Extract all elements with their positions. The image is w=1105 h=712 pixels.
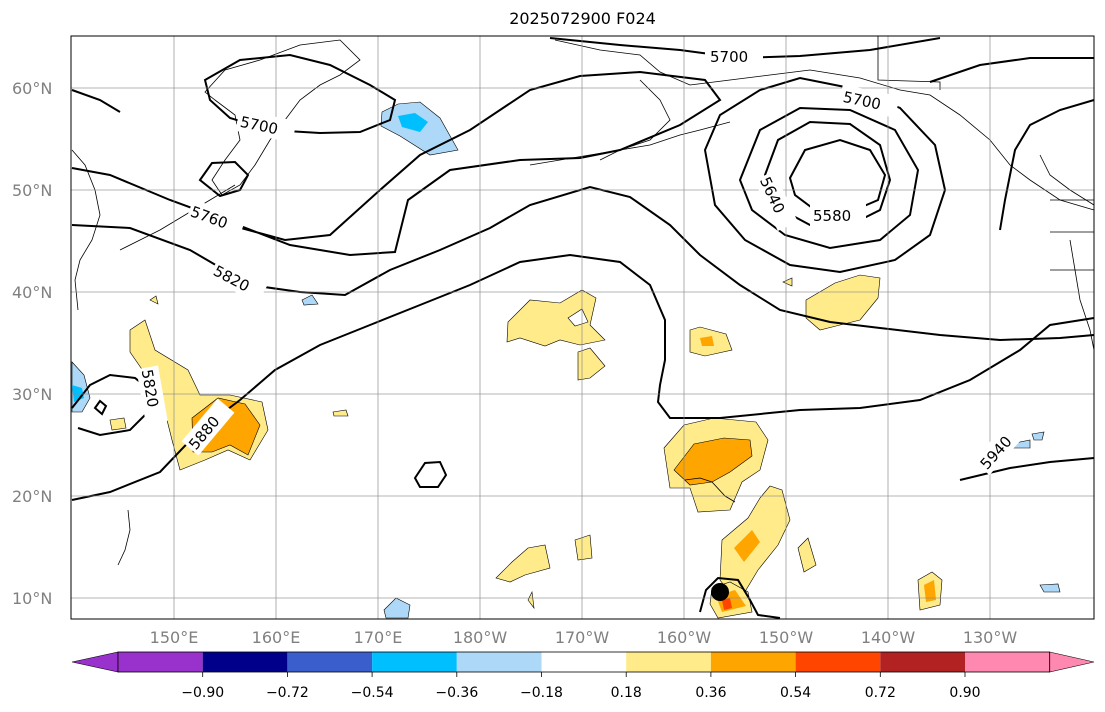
shade-yellow-tiny-2 bbox=[332, 409, 349, 417]
contour-5880 bbox=[71, 253, 1095, 501]
contour-5820 bbox=[71, 185, 1095, 342]
coast-bering bbox=[599, 79, 671, 161]
colorbar: −0.90 −0.72 −0.54 −0.36 −0.18 0.18 0.36 … bbox=[71, 651, 1095, 701]
contour-left-edge bbox=[71, 89, 121, 113]
coast-bc bbox=[1039, 154, 1095, 206]
coast-us-border bbox=[1050, 199, 1094, 271]
lon-label-150w: 150°W bbox=[759, 628, 814, 647]
lat-label-40n: 40°N bbox=[12, 283, 52, 302]
colorbar-segment-2 bbox=[202, 652, 288, 672]
shade-yellow-tiny-4 bbox=[782, 277, 793, 287]
coast-hawaii bbox=[684, 477, 736, 503]
shade-orange-south-chain bbox=[734, 530, 760, 562]
lon-label-160w: 160°W bbox=[657, 628, 712, 647]
shade-yellow-central-north bbox=[506, 289, 606, 347]
coast-alaska-border bbox=[877, 36, 941, 90]
lon-label-170w: 170°W bbox=[555, 628, 610, 647]
colorbar-segment-10 bbox=[880, 652, 965, 672]
contour-5760-right bbox=[929, 57, 1094, 83]
lat-label-20n: 20°N bbox=[12, 487, 52, 506]
shade-cyan-aleutian-west bbox=[398, 113, 428, 132]
shade-blue-south-c bbox=[1031, 431, 1045, 441]
colorbar-segment-6 bbox=[541, 652, 627, 672]
contour-closed-small bbox=[413, 460, 448, 488]
shade-yellow-small-1 bbox=[577, 347, 606, 381]
lon-label-150e: 150°E bbox=[150, 628, 199, 647]
shade-blue-south-a bbox=[383, 597, 411, 619]
longitude-labels: 150°E 160°E 170°E 180°W 170°W 160°W 150°… bbox=[150, 628, 1018, 647]
colorbar-segment-5 bbox=[456, 652, 542, 672]
contour-closed-kam2 bbox=[198, 160, 250, 198]
contour-5640 bbox=[738, 106, 920, 250]
colorbar-tick-4: −0.36 bbox=[435, 685, 478, 701]
map-title: 2025072900 F024 bbox=[509, 9, 656, 28]
colorbar-extend-high bbox=[1049, 651, 1095, 673]
coast-us-west bbox=[1069, 239, 1095, 351]
coast-alaska bbox=[554, 39, 1095, 211]
lon-label-170e: 170°E bbox=[354, 628, 403, 647]
shade-orange-south-small-c bbox=[924, 580, 936, 602]
contour-closed-tiny bbox=[93, 399, 108, 416]
contour-5580 bbox=[788, 138, 887, 214]
height-contours bbox=[71, 37, 1095, 619]
shade-yellow-tiny-1 bbox=[109, 417, 127, 431]
colorbar-tick-3: −0.54 bbox=[351, 685, 394, 701]
lon-label-140w: 140°W bbox=[861, 628, 916, 647]
lon-label-180w: 180°W bbox=[453, 628, 508, 647]
lon-label-130w: 130°W bbox=[963, 628, 1018, 647]
contour-label-5580: 5580 bbox=[813, 207, 851, 225]
shade-yellow-south-small-a bbox=[495, 544, 551, 583]
colorbar-segment-8 bbox=[710, 652, 796, 672]
latitude-labels: 60°N 50°N 40°N 30°N 20°N 10°N bbox=[12, 79, 52, 608]
shade-blue-tiny-1 bbox=[301, 294, 319, 306]
contour-label-5700-north: 5700 bbox=[710, 48, 748, 66]
lat-label-60n: 60°N bbox=[12, 79, 52, 98]
colorbar-segment-4 bbox=[372, 652, 457, 672]
colorbar-tick-7: 0.36 bbox=[695, 685, 726, 701]
shade-blue-south-d bbox=[1039, 583, 1061, 593]
coast-japan bbox=[71, 149, 101, 311]
map-frame bbox=[70, 35, 1095, 620]
coast-marianas bbox=[117, 509, 131, 566]
colorbar-segment-3 bbox=[287, 652, 373, 672]
coast-kuril bbox=[119, 184, 236, 251]
anomaly-shading bbox=[71, 101, 1061, 619]
colorbar-segment-11 bbox=[965, 652, 1050, 672]
colorbar-tick-1: −0.90 bbox=[181, 685, 224, 701]
contour-5620 bbox=[763, 120, 892, 226]
shade-yellow-tiny-3 bbox=[149, 295, 159, 305]
lat-label-50n: 50°N bbox=[12, 181, 52, 200]
shade-orange-hawaii bbox=[673, 437, 753, 486]
shade-yellow-south-small-d bbox=[797, 537, 817, 573]
contour-5820-right bbox=[999, 99, 1095, 231]
colorbar-tick-8: 0.54 bbox=[780, 685, 811, 701]
lat-label-10n: 10°N bbox=[12, 589, 52, 608]
colorbar-extend-low bbox=[71, 651, 119, 673]
shade-red-low bbox=[722, 598, 732, 610]
storm-center-marker bbox=[711, 583, 729, 601]
shade-orange-midpac bbox=[700, 336, 714, 346]
lat-label-30n: 30°N bbox=[12, 385, 52, 404]
colorbar-tick-9: 0.72 bbox=[865, 685, 896, 701]
lon-label-160e: 160°E bbox=[252, 628, 301, 647]
contour-5760 bbox=[71, 70, 722, 257]
shade-yellow-east-north bbox=[805, 274, 881, 331]
colorbar-tick-5: −0.18 bbox=[520, 685, 563, 701]
colorbar-tick-10: 0.90 bbox=[949, 685, 980, 701]
colorbar-segment-9 bbox=[795, 652, 881, 672]
contour-5940 bbox=[959, 457, 1095, 481]
colorbar-tick-6: 0.18 bbox=[611, 685, 642, 701]
colorbar-segment-1 bbox=[118, 652, 203, 672]
colorbar-tick-2: −0.72 bbox=[266, 685, 309, 701]
shade-yellow-south-small-b bbox=[574, 534, 593, 561]
contour-5700-kamchatka bbox=[203, 53, 397, 135]
colorbar-segment-7 bbox=[626, 652, 711, 672]
contour-low-south bbox=[699, 576, 781, 619]
shade-white-hole bbox=[567, 308, 589, 327]
shade-yellow-tiny-5 bbox=[527, 590, 535, 610]
